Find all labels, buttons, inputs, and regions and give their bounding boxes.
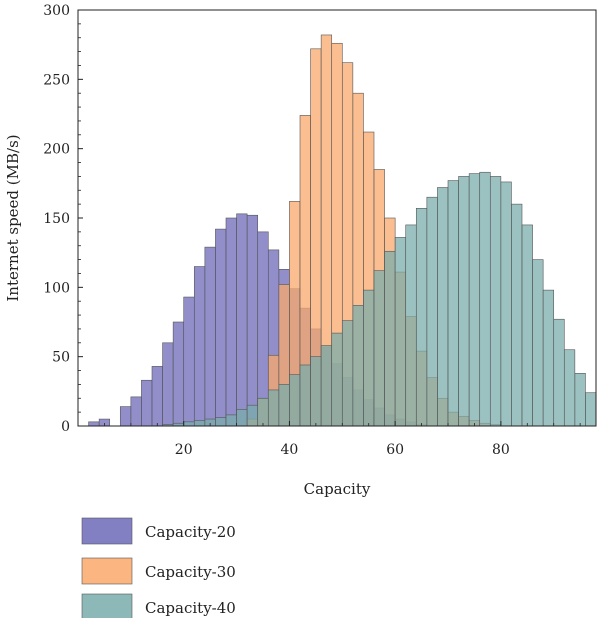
bar-capacity-40-50	[341, 320, 354, 427]
y-tick-label-250: 250	[43, 72, 70, 88]
bar-capacity-20-14	[151, 366, 163, 427]
bar-capacity-40-40	[289, 374, 301, 427]
bar-capacity-40-60	[394, 237, 407, 427]
bar-capacity-40-20	[183, 421, 195, 427]
legend-swatch-capacity-40	[81, 593, 133, 618]
axis-layer: 0 50 100 150 200 250 300 20 40 60 80	[43, 3, 581, 458]
bar-capacity-40-32	[246, 404, 259, 427]
bar-capacity-40-52	[352, 305, 364, 427]
bar-capacity-40-88	[542, 289, 555, 427]
x-axis-label: Capacity	[304, 480, 371, 498]
y-tick-label-100: 100	[43, 280, 70, 296]
bar-capacity-40-36	[267, 389, 280, 427]
bar-capacity-40-96	[585, 392, 597, 427]
bar-capacity-40-66	[426, 196, 438, 427]
bar-capacity-20-26	[215, 228, 227, 427]
bar-capacity-40-80	[500, 181, 512, 427]
bar-capacity-40-78	[489, 176, 502, 427]
bar-capacity-20-2	[88, 421, 100, 427]
bar-capacity-40-92	[563, 349, 576, 427]
bar-capacity-40-26	[215, 417, 227, 427]
y-tick-label-0: 0	[61, 419, 70, 435]
legend-label-capacity-20: Capacity-20	[145, 523, 236, 541]
bar-capacity-20-16	[162, 342, 174, 427]
bar-capacity-40-48	[331, 332, 343, 427]
bar-capacity-20-12	[141, 379, 153, 427]
y-tick-label-150: 150	[43, 211, 70, 227]
bar-capacity-40-38	[278, 384, 290, 427]
legend-swatch-capacity-20	[81, 517, 133, 545]
bar-capacity-40-70	[447, 180, 459, 427]
bar-capacity-20-34	[257, 231, 269, 427]
bar-capacity-20-30	[236, 213, 248, 427]
bar-capacity-20-8	[119, 406, 132, 427]
bar-capacity-40-84	[521, 224, 533, 427]
bar-capacity-40-46	[320, 345, 333, 427]
bars-layer	[88, 34, 597, 427]
legend-label-capacity-30: Capacity-30	[145, 563, 236, 581]
bar-capacity-40-62	[405, 224, 417, 427]
bar-capacity-40-54	[363, 289, 375, 427]
bar-capacity-40-58	[384, 250, 396, 427]
bar-capacity-20-24	[204, 246, 216, 427]
bar-capacity-40-90	[553, 318, 565, 427]
legend-swatch-capacity-30	[81, 557, 133, 585]
y-tick-label-200: 200	[43, 142, 70, 158]
bar-capacity-20-22	[193, 266, 206, 427]
bar-capacity-40-68	[437, 187, 449, 427]
bar-capacity-40-76	[479, 171, 491, 427]
bar-capacity-40-30	[236, 409, 248, 427]
y-tick-label-50: 50	[52, 350, 70, 366]
bar-capacity-20-32	[246, 214, 259, 427]
x-tick-label-40: 40	[281, 442, 299, 458]
series-capacity-40	[162, 171, 597, 427]
bar-capacity-40-34	[257, 397, 269, 427]
y-axis-label: Internet speed (MB/s)	[4, 134, 22, 301]
bar-capacity-40-64	[415, 207, 428, 427]
bar-capacity-40-82	[511, 203, 523, 427]
y-tick-label-300: 300	[43, 3, 70, 19]
bar-capacity-40-74	[468, 173, 481, 427]
x-tick-label-60: 60	[386, 442, 404, 458]
bar-capacity-40-86	[532, 259, 544, 427]
bar-capacity-40-72	[458, 176, 470, 427]
bar-capacity-40-42	[299, 364, 311, 427]
legend: Capacity-20 Capacity-30 Capacity-40	[81, 517, 236, 618]
bar-capacity-20-10	[130, 396, 142, 427]
legend-label-capacity-40: Capacity-40	[145, 599, 236, 617]
bar-capacity-20-28	[225, 217, 237, 427]
bar-capacity-20-18	[172, 321, 185, 427]
x-tick-label-80: 80	[492, 442, 510, 458]
x-tick-label-20: 20	[175, 442, 193, 458]
bar-capacity-40-44	[310, 356, 322, 427]
bar-capacity-40-22	[193, 420, 206, 427]
bar-capacity-40-94	[574, 373, 586, 427]
bar-capacity-20-20	[183, 296, 195, 427]
bar-capacity-40-56	[373, 270, 385, 427]
bar-capacity-40-28	[225, 414, 237, 427]
